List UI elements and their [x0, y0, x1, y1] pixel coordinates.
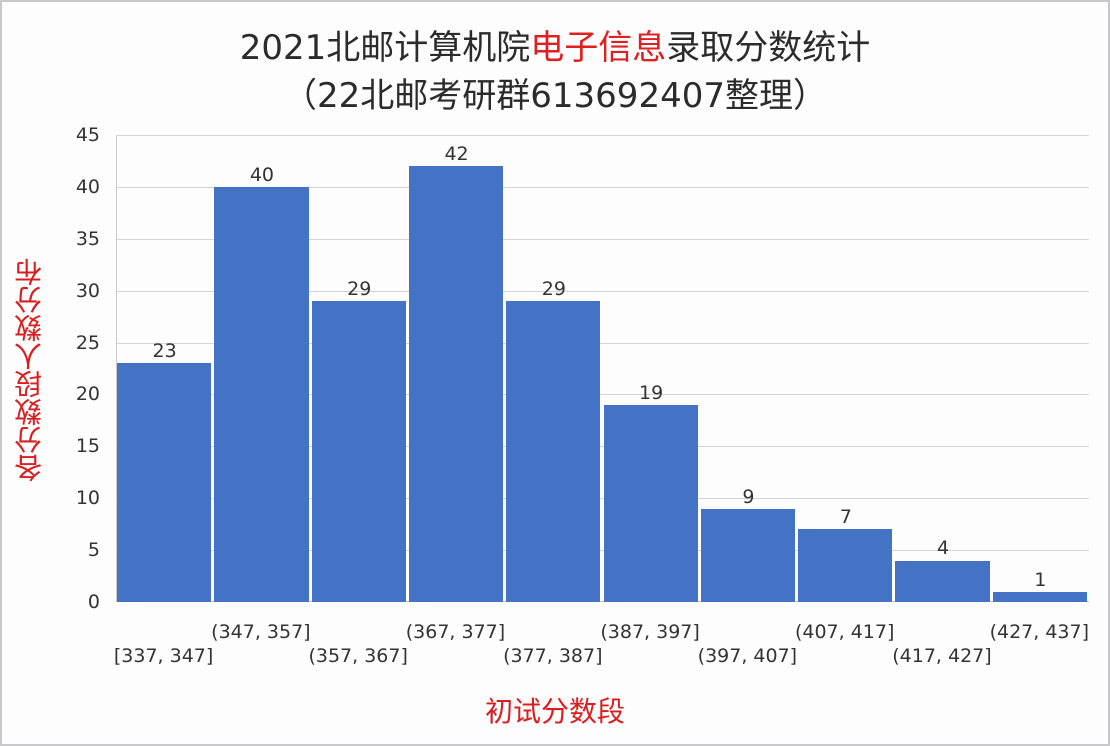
bar-value-label: 9: [742, 485, 755, 508]
x-tick-label: (387, 397]: [600, 621, 700, 643]
bar-value-label: 42: [444, 143, 469, 166]
title-prefix: 2021北邮计算机院: [239, 28, 531, 68]
gridline: [116, 446, 1089, 448]
y-tick-label: 20: [75, 383, 100, 406]
histogram-bar: [603, 404, 698, 602]
title-suffix: 录取分数统计: [666, 28, 871, 68]
y-tick-label: 35: [75, 227, 100, 250]
y-tick-label: 15: [75, 435, 100, 458]
histogram-bar: [992, 591, 1087, 602]
x-tick-label: (367, 377]: [405, 621, 506, 643]
x-tick-label: (427, 437]: [989, 621, 1089, 643]
gridline: [116, 498, 1089, 500]
bar-value-label: 23: [152, 340, 177, 363]
x-tick-label: (407, 417]: [794, 621, 895, 643]
gridline: [116, 394, 1089, 396]
x-tick-label: (397, 407]: [697, 645, 798, 667]
y-tick-label: 5: [87, 539, 100, 562]
y-tick-label: 0: [87, 591, 100, 613]
gridline: [116, 135, 1089, 136]
x-tick-label: (357, 367]: [308, 645, 408, 667]
histogram-bar: [798, 529, 893, 602]
title-highlight: 电子信息: [530, 28, 667, 68]
x-tick-label: (417, 427]: [892, 645, 992, 667]
y-axis-label: 各分数段人数分布: [13, 258, 46, 482]
histogram-bar: [700, 508, 796, 602]
x-tick-label: [337, 347]: [113, 645, 214, 667]
x-tick-label: (377, 387]: [503, 645, 603, 667]
histogram-bar: [117, 363, 212, 602]
gridline: [116, 238, 1089, 240]
chart-subtitle: （22北邮考研群613692407整理）: [283, 76, 827, 116]
y-tick-label: 45: [75, 124, 100, 146]
bar-value-label: 29: [347, 278, 372, 301]
y-tick-label: 10: [75, 487, 100, 510]
y-tick-label: 30: [75, 279, 100, 302]
histogram-bar: [408, 166, 504, 602]
bar-value-label: 7: [839, 506, 852, 529]
histogram-bar: [506, 301, 601, 602]
x-axis-label: 初试分数段: [484, 695, 625, 728]
bar-value-label: 4: [937, 537, 950, 560]
chart-title: 2021北邮计算机院电子信息录取分数统计: [0, 20, 1110, 69]
y-axis-line: [116, 135, 117, 602]
y-tick-label: 40: [75, 175, 100, 198]
x-tick-label: (347, 357]: [211, 621, 311, 643]
histogram-bar: [214, 186, 309, 602]
bar-value-label: 29: [541, 278, 566, 301]
y-tick-label: 25: [75, 331, 100, 354]
gridline: [116, 550, 1089, 552]
bar-value-label: 1: [1034, 568, 1047, 591]
x-axis-line: [116, 601, 1089, 602]
gridline: [116, 342, 1089, 344]
gridline: [116, 290, 1089, 292]
histogram-bar: [895, 560, 990, 602]
bar-value-label: 19: [639, 381, 664, 404]
gridline: [116, 186, 1089, 188]
plot-area: 23 40 29 42 29 19 9 7 4 1: [116, 135, 1089, 602]
histogram-bar: [311, 301, 406, 602]
bar-value-label: 40: [249, 163, 275, 186]
